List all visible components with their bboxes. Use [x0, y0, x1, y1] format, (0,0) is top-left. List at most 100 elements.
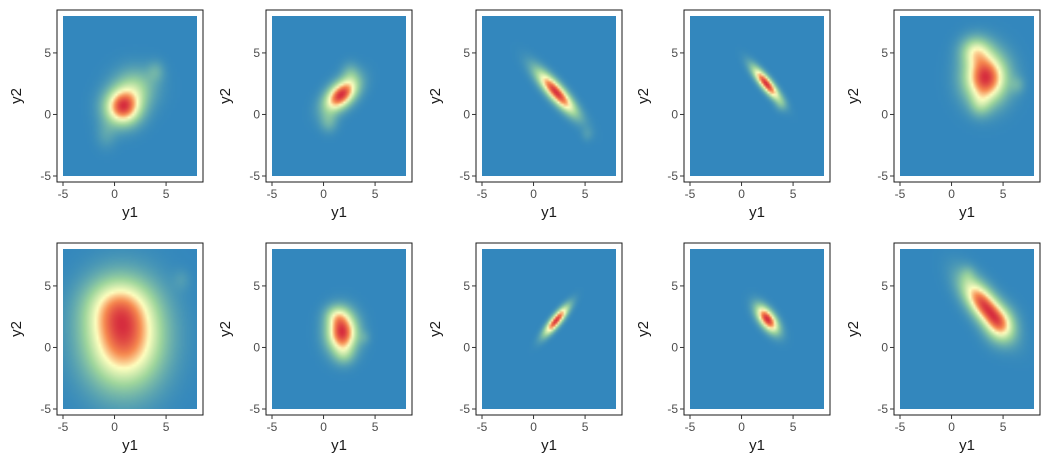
y-tick-label: 0 [253, 340, 260, 354]
panel-9-border [683, 242, 831, 416]
y-axis-title: y2 [217, 88, 234, 104]
x-axis-title: y1 [122, 204, 138, 221]
panel-7-density [272, 249, 406, 409]
y-tick-label: -5 [249, 402, 260, 416]
x-axis-title: y1 [959, 204, 975, 221]
x-tick-label: -5 [477, 420, 488, 434]
y-tick-label: -5 [877, 402, 888, 416]
panel-7-border [265, 242, 413, 416]
x-tick-label: -5 [477, 187, 488, 201]
y-axis-title: y2 [427, 88, 444, 104]
y-tick-label: -5 [459, 169, 470, 183]
panel-5: -5 0 5 -5 0 5 y1 y2 [845, 9, 1041, 221]
y-tick-label: 5 [44, 279, 51, 293]
y-axis-title: y2 [427, 321, 444, 337]
y-tick-label: -5 [667, 169, 678, 183]
y-axis-title: y2 [8, 88, 25, 104]
x-axis-title: y1 [541, 437, 557, 454]
panel-5-border [893, 9, 1041, 183]
x-axis-title: y1 [749, 204, 765, 221]
y-tick-label: 0 [44, 107, 51, 121]
x-tick-label: 0 [320, 420, 327, 434]
x-tick-label: -5 [267, 420, 278, 434]
x-tick-label: -5 [895, 420, 906, 434]
x-tick-label: 0 [320, 187, 327, 201]
y-tick-label: -5 [40, 402, 51, 416]
x-tick-label: -5 [895, 187, 906, 201]
panel-6-border [56, 242, 204, 416]
x-tick-label: 5 [1000, 420, 1007, 434]
y-tick-label: -5 [249, 169, 260, 183]
x-tick-label: 5 [163, 420, 170, 434]
y-axis-title: y2 [635, 88, 652, 104]
x-tick-label: 5 [1000, 187, 1007, 201]
y-tick-label: -5 [667, 402, 678, 416]
panel-6-density [63, 249, 197, 409]
y-tick-label: 0 [881, 340, 888, 354]
panel-4-border [683, 9, 831, 183]
panel-2: -5 0 5 -5 0 5 y1 y2 [217, 9, 413, 221]
panel-3-density [482, 16, 616, 176]
panel-4-density [690, 16, 824, 176]
x-tick-label: 0 [738, 420, 745, 434]
panel-8-density [482, 249, 616, 409]
y-tick-label: 0 [671, 107, 678, 121]
panel-7: -5 0 5 -5 0 5 y1 y2 [217, 242, 413, 454]
y-tick-label: 5 [463, 279, 470, 293]
panel-10-density [900, 249, 1034, 409]
y-tick-label: 5 [881, 279, 888, 293]
y-tick-label: 5 [44, 46, 51, 60]
x-axis-title: y1 [541, 204, 557, 221]
panel-3: -5 0 5 -5 0 5 y1 y2 [427, 9, 623, 221]
panel-10: -5 0 5 -5 0 5 y1 y2 [845, 242, 1041, 454]
y-axis-title: y2 [845, 88, 862, 104]
x-tick-label: 5 [163, 187, 170, 201]
x-tick-label: 5 [582, 420, 589, 434]
y-axis-title: y2 [635, 321, 652, 337]
x-tick-label: 0 [738, 187, 745, 201]
y-tick-label: 5 [253, 46, 260, 60]
x-tick-label: 0 [111, 187, 118, 201]
panel-2-border [265, 9, 413, 183]
panel-4: -5 0 5 -5 0 5 y1 y2 [635, 9, 831, 221]
panel-8: -5 0 5 -5 0 5 y1 y2 [427, 242, 623, 454]
y-tick-label: 5 [253, 279, 260, 293]
y-tick-label: 0 [671, 340, 678, 354]
y-tick-label: -5 [40, 169, 51, 183]
y-axis-title: y2 [845, 321, 862, 337]
x-axis-title: y1 [959, 437, 975, 454]
y-tick-label: -5 [877, 169, 888, 183]
panel-5-density [900, 16, 1034, 176]
y-tick-label: 0 [881, 107, 888, 121]
y-tick-label: 0 [463, 107, 470, 121]
x-tick-label: -5 [58, 420, 69, 434]
panel-6: -5 0 5 -5 0 5 y1 y2 [8, 242, 204, 454]
panel-1: -5 0 5 -5 0 5 y1 y2 [8, 9, 204, 221]
y-tick-label: 0 [463, 340, 470, 354]
panel-3-border [475, 9, 623, 183]
y-tick-label: 0 [44, 340, 51, 354]
y-tick-label: -5 [459, 402, 470, 416]
y-axis-title: y2 [217, 321, 234, 337]
x-tick-label: 0 [530, 187, 537, 201]
x-tick-label: -5 [685, 187, 696, 201]
y-tick-label: 5 [463, 46, 470, 60]
panel-9-density [690, 249, 824, 409]
x-tick-label: 5 [372, 420, 379, 434]
x-tick-label: 5 [582, 187, 589, 201]
x-axis-title: y1 [749, 437, 765, 454]
x-tick-label: -5 [685, 420, 696, 434]
x-tick-label: 5 [372, 187, 379, 201]
panel-1-density [63, 16, 197, 176]
x-tick-label: -5 [267, 187, 278, 201]
x-tick-label: 5 [790, 420, 797, 434]
x-tick-label: 0 [530, 420, 537, 434]
panel-8-border [475, 242, 623, 416]
x-axis-title: y1 [331, 204, 347, 221]
y-axis-title: y2 [8, 321, 25, 337]
y-tick-label: 0 [253, 107, 260, 121]
x-tick-label: 0 [111, 420, 118, 434]
x-tick-label: 0 [948, 187, 955, 201]
y-tick-label: 5 [881, 46, 888, 60]
